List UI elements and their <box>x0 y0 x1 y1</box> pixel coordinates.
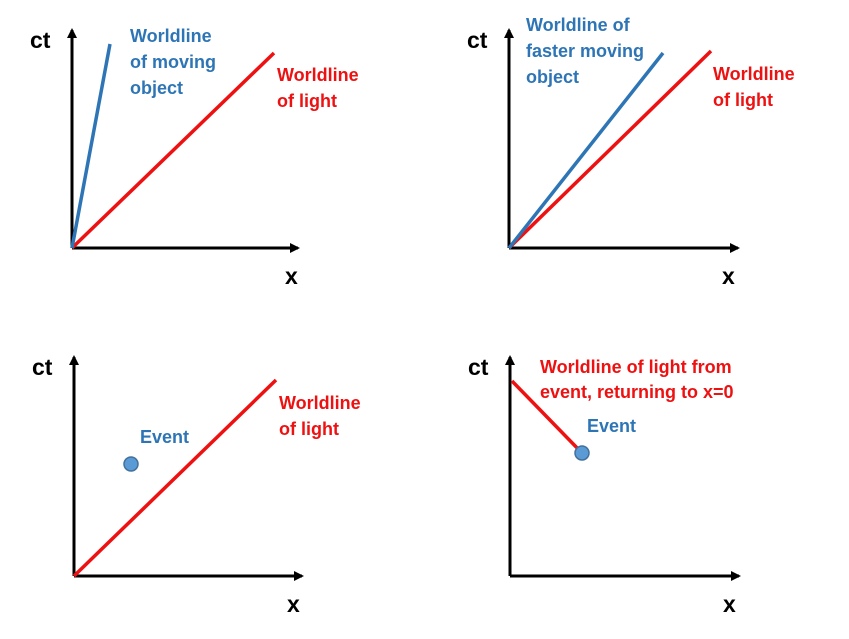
object-worldline <box>507 51 665 250</box>
x-axis-label: x <box>723 591 736 617</box>
y-axis-label: ct <box>32 354 53 380</box>
light-label-line-1: Worldline <box>713 64 795 84</box>
object-worldline-label: Worldline of moving object <box>130 26 221 98</box>
object-label-line-3: object <box>526 67 579 87</box>
x-axis-label: x <box>285 263 298 289</box>
return-worldline-label: Worldline of light from event, returning… <box>540 357 737 402</box>
event-point <box>574 445 590 461</box>
y-axis-label: ct <box>467 27 488 53</box>
panel-faster-object: ct x Worldline of faster moving object W… <box>467 15 800 289</box>
object-label-line-3: object <box>130 78 183 98</box>
x-axis-label: x <box>287 591 300 617</box>
light-worldline-label: Worldline of light <box>279 393 366 439</box>
light-label-line-2: of light <box>277 91 337 111</box>
object-label-line-1: Worldline <box>130 26 212 46</box>
light-worldline <box>72 378 278 578</box>
light-worldline-label: Worldline of light <box>277 65 364 111</box>
panel-moving-object: ct x Worldline of moving object Worldlin… <box>30 26 364 289</box>
y-axis-label: ct <box>468 354 489 380</box>
object-label-line-2: faster moving <box>526 41 644 61</box>
panel-event-return: ct x Event Worldline of light from event… <box>468 354 741 617</box>
event-label: Event <box>140 427 189 447</box>
return-light-worldline <box>510 379 584 455</box>
light-label-line-2: of light <box>279 419 339 439</box>
object-label-line-1: Worldline of <box>526 15 631 35</box>
object-worldline-label: Worldline of faster moving object <box>526 15 649 87</box>
return-label-line-1: Worldline of light from <box>540 357 732 377</box>
object-label-line-2: of moving <box>130 52 216 72</box>
object-worldline <box>70 43 112 249</box>
y-axis-label: ct <box>30 27 51 53</box>
panel-event: ct x Event Worldline of light <box>32 354 366 617</box>
light-worldline-label: Worldline of light <box>713 64 800 110</box>
light-label-line-1: Worldline <box>277 65 359 85</box>
event-point <box>123 456 139 472</box>
light-label-line-2: of light <box>713 90 773 110</box>
light-worldline <box>507 49 713 250</box>
return-label-line-2: event, returning to x=0 <box>540 382 734 402</box>
x-axis-label: x <box>722 263 735 289</box>
event-label: Event <box>587 416 636 436</box>
light-label-line-1: Worldline <box>279 393 361 413</box>
light-worldline <box>70 51 276 250</box>
